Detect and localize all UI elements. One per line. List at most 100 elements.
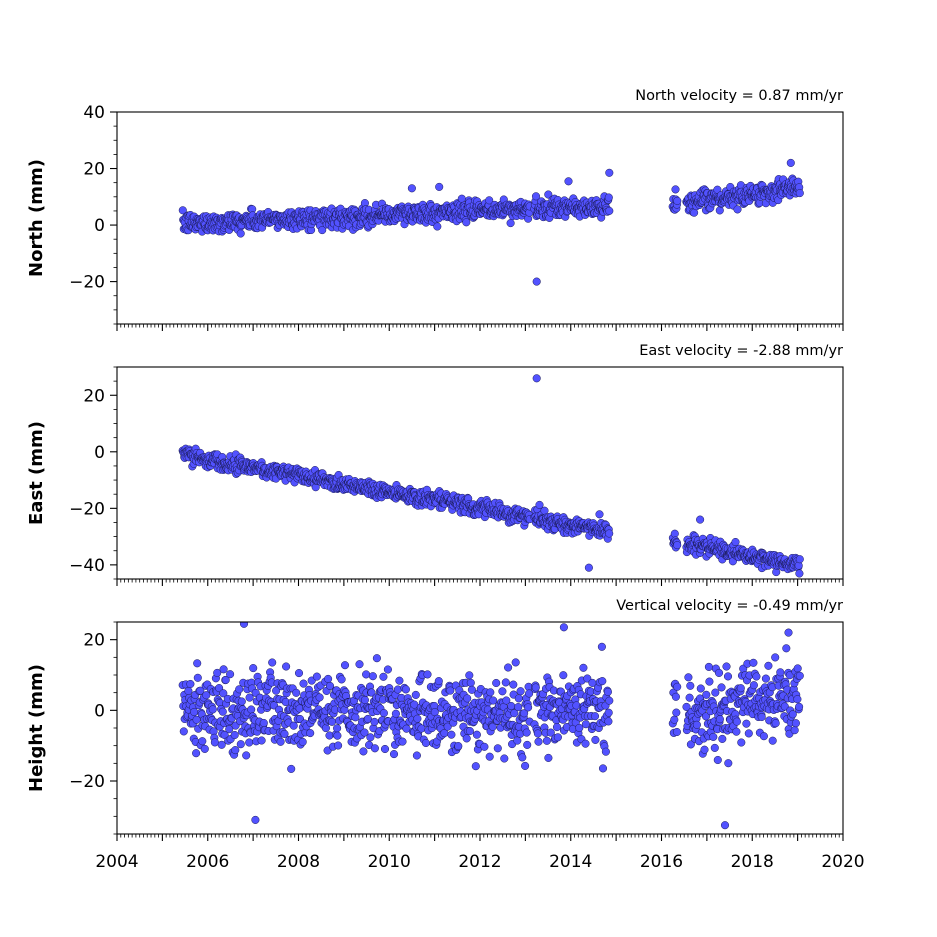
- height-data-point: [768, 736, 777, 745]
- height-data-point: [372, 654, 381, 663]
- height-data-point: [334, 741, 343, 750]
- height-data-point: [533, 729, 542, 738]
- height-data-point: [218, 707, 227, 716]
- north-data-point: [462, 218, 471, 227]
- height-data-point: [737, 738, 746, 747]
- east-outlier-point: [532, 374, 541, 383]
- height-data-point: [401, 685, 410, 694]
- height-data-point: [684, 673, 693, 682]
- height-data-point: [788, 710, 797, 719]
- height-data-point: [423, 670, 432, 679]
- north-data-point: [795, 189, 804, 198]
- height-data-point: [493, 744, 502, 753]
- east-data-point: [540, 506, 549, 515]
- height-data-point: [321, 724, 330, 733]
- height-data-point: [713, 755, 722, 765]
- north-outlier-point: [605, 168, 614, 177]
- height-data-point: [771, 719, 780, 728]
- height-data-point: [696, 684, 705, 693]
- height-data-point: [500, 754, 509, 763]
- height-data-point: [709, 732, 718, 741]
- height-y-axis-label: Height (mm): [26, 664, 47, 792]
- height-data-point: [736, 684, 745, 693]
- north-data-point: [604, 193, 613, 202]
- height-data-point: [226, 670, 235, 679]
- height-data-point: [219, 689, 228, 698]
- height-x-tick-label: 2016: [640, 852, 683, 872]
- height-data-point: [711, 688, 720, 697]
- height-data-point: [327, 717, 337, 726]
- height-data-point: [282, 662, 291, 671]
- height-data-point: [542, 736, 551, 745]
- height-data-point: [492, 678, 501, 688]
- east-data-point: [595, 510, 604, 519]
- height-data-point: [363, 714, 372, 723]
- height-outlier-point: [239, 622, 249, 628]
- height-data-point: [360, 728, 369, 737]
- height-data-point: [454, 742, 463, 751]
- height-data-point: [502, 696, 511, 705]
- height-data-point: [467, 685, 476, 694]
- height-data-point: [486, 688, 495, 697]
- north-y-tick-label: 40: [83, 103, 105, 123]
- height-data-point: [355, 660, 364, 669]
- height-data-point: [581, 739, 590, 748]
- height-data-point: [705, 677, 714, 686]
- height-data-point: [421, 738, 430, 748]
- height-outlier-point: [720, 821, 730, 830]
- height-data-point: [723, 672, 733, 681]
- north-outlier-point: [435, 182, 444, 191]
- height-data-point: [701, 712, 711, 721]
- height-data-point: [692, 720, 701, 729]
- height-data-point: [237, 697, 246, 706]
- height-data-point: [521, 761, 530, 770]
- height-x-tick-label: 2004: [95, 852, 138, 872]
- height-data-point: [294, 669, 304, 678]
- height-data-point: [231, 746, 240, 755]
- height-data-point: [413, 714, 422, 723]
- height-data-point: [370, 744, 379, 753]
- height-data-point: [771, 653, 780, 662]
- east-y-tick-label: −40: [69, 556, 105, 576]
- height-y-tick-label: 20: [83, 631, 105, 651]
- height-data-point: [379, 672, 388, 681]
- north-data-point: [673, 196, 682, 205]
- height-data-point: [522, 728, 531, 737]
- north-outlier-point: [564, 177, 573, 186]
- height-data-point: [598, 764, 608, 773]
- east-markers: [178, 374, 804, 578]
- height-data-point: [591, 735, 600, 744]
- height-markers: [178, 622, 804, 830]
- height-data-point: [489, 696, 498, 705]
- height-x-tick-label: 2008: [277, 852, 320, 872]
- height-data-point: [604, 708, 613, 717]
- north-data-point: [544, 190, 553, 199]
- north-data-point: [178, 206, 187, 215]
- height-data-point: [744, 729, 753, 738]
- height-data-point: [531, 683, 540, 692]
- height-x-tick-label: 2018: [731, 852, 774, 872]
- height-data-point: [333, 731, 342, 740]
- height-x-tick-label: 2006: [186, 852, 229, 872]
- height-data-point: [242, 751, 251, 760]
- height-data-point: [249, 664, 258, 673]
- height-data-point: [368, 672, 377, 681]
- height-data-point: [268, 658, 277, 667]
- height-data-point: [511, 658, 520, 667]
- height-data-point: [559, 671, 568, 680]
- height-data-point: [221, 675, 230, 685]
- north-y-axis-label: North (mm): [26, 159, 47, 277]
- height-data-point: [704, 662, 713, 671]
- height-data-point: [198, 737, 207, 746]
- height-data-point: [501, 678, 510, 687]
- height-data-point: [398, 737, 407, 746]
- north-outlier-point: [407, 184, 416, 193]
- height-data-point: [513, 736, 522, 745]
- height-data-point: [193, 673, 202, 682]
- height-data-point: [686, 740, 695, 749]
- height-y-ticks: 20 0 −20: [69, 621, 117, 835]
- height-data-point: [190, 707, 199, 717]
- height-data-point: [749, 658, 758, 667]
- height-data-point: [525, 689, 534, 698]
- height-data-point: [700, 745, 709, 754]
